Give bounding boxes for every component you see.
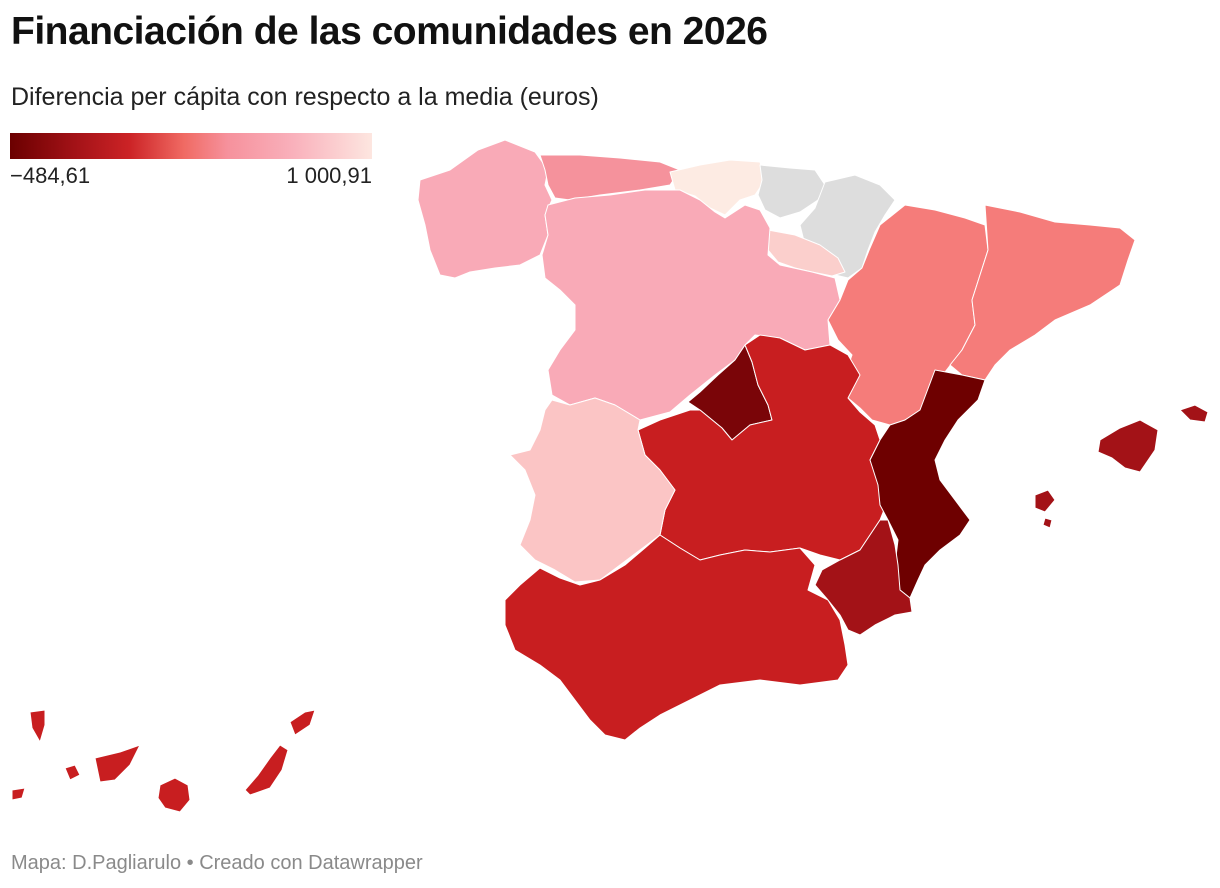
region-baleares[interactable]: Islas Baleares bbox=[1034, 404, 1209, 529]
map-title: Financiación de las comunidades en 2026 bbox=[11, 10, 768, 53]
map-subtitle: Diferencia per cápita con respecto a la … bbox=[11, 83, 599, 111]
region-asturias[interactable]: Asturias bbox=[539, 154, 681, 201]
color-legend: −484,61 1 000,91 bbox=[10, 133, 372, 189]
legend-max-label: 1 000,91 bbox=[286, 163, 372, 188]
region-galicia[interactable]: Galicia bbox=[417, 139, 553, 279]
region-canarias[interactable]: Canarias bbox=[11, 709, 316, 813]
legend-min-label: −484,61 bbox=[10, 163, 91, 188]
region-pais-vasco[interactable]: País Vasco bbox=[757, 164, 826, 219]
region-cataluna[interactable]: Cataluña bbox=[949, 204, 1136, 381]
region-cantabria[interactable]: Cantabria bbox=[669, 159, 766, 216]
region-extremadura[interactable]: Extremadura bbox=[509, 397, 676, 583]
region-valencia[interactable]: Comunidad Valenciana bbox=[869, 369, 986, 599]
legend-gradient-bar bbox=[10, 133, 372, 159]
region-murcia[interactable]: Región de Murcia bbox=[814, 519, 913, 636]
region-castilla-y-leon[interactable]: Castilla y León bbox=[541, 189, 841, 421]
region-la-rioja[interactable]: La Rioja bbox=[767, 229, 846, 277]
region-andalucia[interactable]: Andalucía bbox=[504, 534, 849, 741]
footer-credit: Mapa: D.Pagliarulo • Creado con Datawrap… bbox=[11, 852, 423, 874]
